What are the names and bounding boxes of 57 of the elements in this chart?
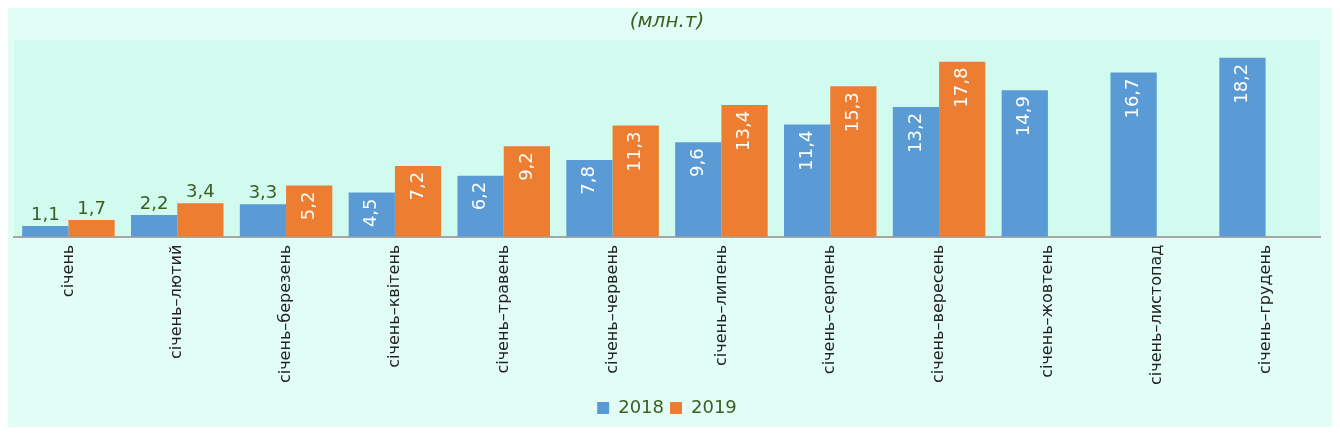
bar: [1219, 57, 1266, 237]
data-label: 2,2: [139, 191, 169, 213]
legend-label: 2018: [618, 395, 664, 417]
chart-title: (млн.т): [629, 8, 705, 33]
data-label: 9,6: [685, 148, 707, 177]
data-label: 4,5: [359, 198, 381, 228]
x-tick-label: січень–червень: [601, 244, 621, 374]
x-tick-label: січень–липень: [710, 244, 730, 366]
data-label: 3,4: [186, 179, 215, 201]
bar: [892, 106, 940, 237]
data-label: 14,9: [1012, 96, 1034, 137]
bar: [131, 215, 178, 237]
legend-label: 2019: [691, 395, 737, 417]
x-tick-label: січень: [57, 244, 77, 298]
bar: [68, 219, 115, 237]
data-label: 1,7: [77, 196, 106, 218]
x-tick-label: січень–серпень: [819, 244, 839, 375]
bar: [1110, 72, 1157, 237]
data-label: 15,3: [841, 92, 863, 133]
data-label: 9,2: [514, 152, 536, 181]
bar: [239, 204, 287, 237]
data-label: 17,8: [949, 67, 971, 108]
x-tick-label: січень–квітень: [384, 244, 404, 368]
bar: [503, 146, 550, 237]
x-tick-label: січень–травень: [492, 244, 512, 374]
x-tick-label: січень–вересень: [928, 244, 948, 383]
data-label: 1,1: [30, 202, 60, 224]
x-tick-label: січень–березень: [275, 244, 295, 384]
data-label: 7,8: [577, 165, 599, 195]
x-tick-label: січень–грудень: [1254, 244, 1274, 374]
bar: [675, 142, 722, 237]
bar: [286, 185, 333, 237]
data-label: 16,7: [1121, 78, 1143, 119]
bar: [784, 124, 831, 237]
bar: [1001, 90, 1048, 237]
bar: [348, 192, 395, 237]
data-label: 11,3: [623, 131, 645, 172]
bar: [566, 159, 613, 237]
bar: [612, 125, 659, 237]
bar: [394, 165, 442, 237]
bar: [457, 175, 504, 237]
x-tick-label: січень–жовтень: [1037, 244, 1057, 378]
x-tick-label: січень–листопад: [1145, 244, 1165, 386]
data-label: 5,2: [296, 191, 318, 221]
bar: [939, 61, 986, 237]
bar: [177, 203, 224, 237]
data-label: 13,2: [903, 112, 925, 153]
x-tick-label: січень–лютий: [166, 244, 186, 359]
data-label: 13,4: [732, 110, 754, 151]
data-label: 7,2: [405, 171, 427, 201]
bar: [22, 225, 69, 237]
data-label: 3,3: [248, 180, 278, 202]
bar: [721, 104, 768, 237]
data-label: 18,2: [1230, 63, 1252, 104]
data-label: 11,4: [794, 130, 816, 171]
bar: [830, 86, 877, 237]
data-label: 6,2: [468, 181, 490, 211]
